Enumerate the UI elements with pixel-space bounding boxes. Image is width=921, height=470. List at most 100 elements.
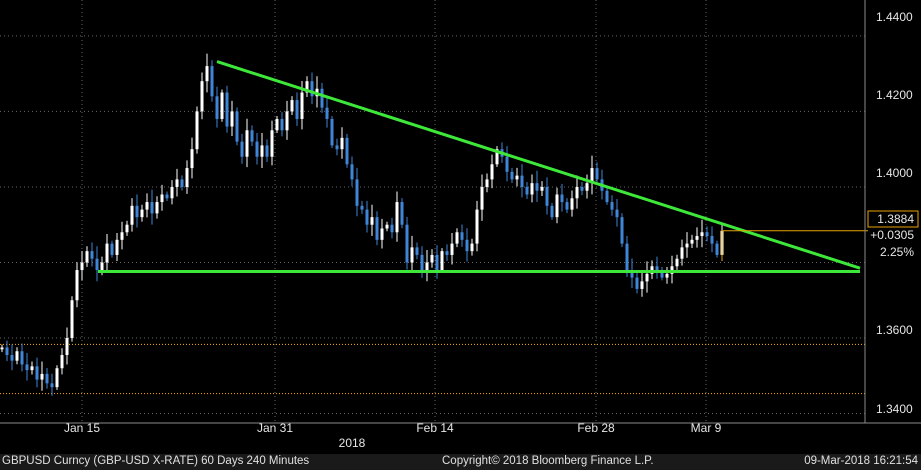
candle-body <box>415 247 419 255</box>
candle-body <box>0 347 4 350</box>
candle-body <box>365 209 369 225</box>
footer-timestamp: 09-Mar-2018 16:21:54 <box>804 455 918 467</box>
y-axis-labels: 1.4400 1.4200 1.4000 1.3600 1.3400 <box>876 10 913 416</box>
candle-body <box>390 224 394 233</box>
candle-body <box>270 130 274 157</box>
candle-body <box>340 137 344 150</box>
candle-body <box>450 243 454 255</box>
candle-body <box>355 179 359 206</box>
candle-body <box>205 66 209 82</box>
candle-body <box>610 202 614 210</box>
candle-body <box>665 273 669 278</box>
candle-body <box>125 224 129 233</box>
candle-body <box>550 205 554 218</box>
candle-body <box>515 175 519 180</box>
candle-body <box>605 190 609 203</box>
candle-body <box>475 209 479 244</box>
candle-body <box>280 118 284 131</box>
candle-body <box>80 262 84 271</box>
candle-body <box>310 81 314 97</box>
candle-body <box>215 96 219 119</box>
y-tick-label: 1.4000 <box>876 166 913 180</box>
candle-body <box>615 209 619 218</box>
candlestick-series <box>0 53 724 396</box>
candle-body <box>625 243 629 271</box>
candle-body <box>50 383 54 388</box>
candle-body <box>680 247 684 259</box>
candle-body <box>455 232 459 244</box>
last-price-line <box>721 230 868 261</box>
candle-body <box>15 351 19 361</box>
candle-body <box>190 149 194 169</box>
candle-body <box>530 183 534 195</box>
candle-body <box>435 254 439 271</box>
candle-body <box>95 258 99 271</box>
candle-body <box>580 186 584 191</box>
candle-body <box>525 186 529 195</box>
candle-body <box>320 88 324 108</box>
y-tick-label: 1.4200 <box>876 88 913 102</box>
candle-body <box>640 281 644 289</box>
candle-body <box>165 194 169 199</box>
candle-body <box>545 186 549 206</box>
candle-body <box>90 251 94 259</box>
candle-body <box>225 92 229 127</box>
candle-body <box>675 258 679 267</box>
candle-body <box>305 81 309 93</box>
candle-body <box>180 179 184 187</box>
candle-body <box>650 266 654 274</box>
grid-lines <box>0 0 865 423</box>
candle-body <box>285 111 289 131</box>
candle-body <box>260 145 264 157</box>
candle-body <box>20 351 24 365</box>
candle-body <box>275 118 279 131</box>
candle-body <box>300 92 304 119</box>
candle-body <box>480 186 484 210</box>
candle-body <box>230 111 234 127</box>
candle-body <box>430 254 434 263</box>
candle-body <box>560 194 564 203</box>
candle-body <box>345 137 349 165</box>
candle-body <box>385 224 389 229</box>
candle-body <box>100 262 104 271</box>
x-tick-label: Jan 15 <box>64 421 100 435</box>
candle-body <box>60 355 64 369</box>
candle-body <box>425 262 429 271</box>
candle-body <box>45 373 49 384</box>
last-price-marker <box>721 230 868 261</box>
candle-body <box>235 111 239 142</box>
candle-body <box>170 186 174 199</box>
footer-copyright: Copyright© 2018 Bloomberg Finance L.P. <box>442 455 654 467</box>
candle-body <box>570 198 574 210</box>
trendline <box>216 60 861 270</box>
candle-body <box>630 270 634 278</box>
candle-body <box>175 179 179 187</box>
candle-body <box>65 338 69 356</box>
x-tick-label: Jan 31 <box>257 421 293 435</box>
candle-body <box>75 270 79 301</box>
candle-body <box>490 164 494 180</box>
last-price-box-border <box>867 210 919 228</box>
candle-body <box>110 243 114 255</box>
candle-body <box>330 118 334 146</box>
candle-body <box>210 66 214 97</box>
candle-body <box>140 209 144 218</box>
candle-body <box>620 217 624 244</box>
candle-body <box>685 243 689 248</box>
candle-body <box>5 347 9 356</box>
candle-body <box>375 217 379 240</box>
candle-body <box>535 183 539 191</box>
candle-body <box>420 254 424 271</box>
candle-body <box>25 364 29 371</box>
candle-body <box>370 217 374 225</box>
candle-body <box>135 205 139 218</box>
candle-body <box>645 273 649 282</box>
x-tick-label: Feb 14 <box>416 421 454 435</box>
candle-body <box>540 186 544 191</box>
candle-body <box>250 130 254 142</box>
candle-body <box>35 366 39 380</box>
candle-body <box>400 202 404 225</box>
price-change-value: +0.0305 <box>870 228 914 242</box>
price-change-percent: 2.25% <box>880 245 914 259</box>
x-tick-label: Feb 28 <box>577 421 615 435</box>
